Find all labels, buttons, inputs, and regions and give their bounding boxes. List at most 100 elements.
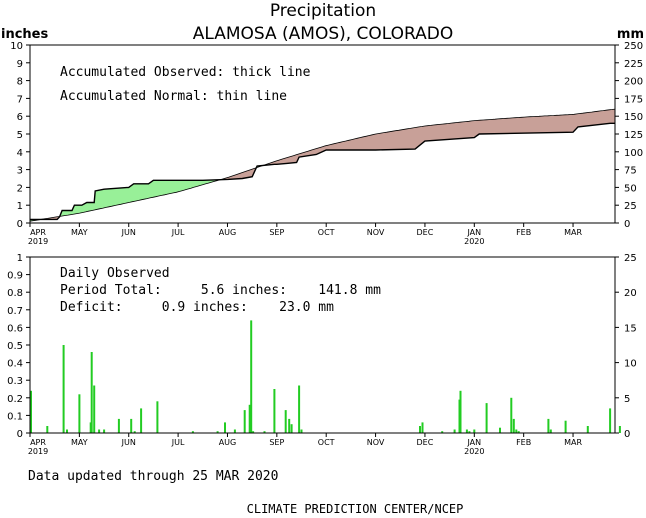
daily-bar xyxy=(300,429,303,433)
y-tick-label-left: 0.8 xyxy=(7,288,23,299)
daily-bar xyxy=(250,320,253,433)
daily-bar xyxy=(290,424,293,433)
x-tick-label: OCT xyxy=(318,228,335,237)
x-tick-label: JAN xyxy=(466,438,481,447)
x-tick-label: MAY xyxy=(71,438,88,447)
y-tick-label-left: 0.9 xyxy=(7,271,23,282)
right-unit-label: mm xyxy=(617,27,644,42)
daily-bar xyxy=(224,422,226,433)
period-total-text: Period Total: 5.6 inches: 141.8 mm xyxy=(60,283,381,298)
accumulated-axes: 0123456789100255075100125150175200225250… xyxy=(10,41,643,246)
daily-bar xyxy=(243,410,246,433)
left-unit-label: inches xyxy=(1,27,48,42)
daily-bar xyxy=(298,385,301,433)
x-tick-label: JUN xyxy=(121,438,136,447)
x-tick-label: NOV xyxy=(367,438,385,447)
y-tick-label-right: 200 xyxy=(624,77,643,88)
y-tick-label-right: 125 xyxy=(624,130,643,141)
daily-bar xyxy=(103,429,106,433)
y-tick-label-right: 50 xyxy=(624,183,637,194)
x-tick-label: AUG xyxy=(219,228,237,237)
daily-bar xyxy=(421,422,424,433)
x-year-label: 2020 xyxy=(464,447,484,456)
x-tick-label: SEP xyxy=(269,438,284,447)
daily-bar xyxy=(156,401,159,433)
y-tick-label-left: 1 xyxy=(17,201,23,212)
daily-bar xyxy=(140,408,143,433)
daily-bar xyxy=(512,418,515,433)
x-tick-label: DEC xyxy=(417,228,434,237)
daily-bar xyxy=(284,410,287,433)
x-tick-label: NOV xyxy=(367,228,385,237)
deficit-area xyxy=(264,109,615,166)
y-tick-label-left: 0.3 xyxy=(7,376,23,387)
surplus-area xyxy=(60,179,222,217)
daily-bar xyxy=(216,431,219,433)
daily-bar xyxy=(233,429,236,433)
credit-text: CLIMATE PREDICTION CENTER/NCEP xyxy=(247,502,464,516)
y-tick-label-right: 0 xyxy=(624,219,630,230)
deficit-area xyxy=(41,214,61,220)
y-tick-label-right: 0 xyxy=(624,429,630,440)
x-tick-label: MAR xyxy=(564,438,582,447)
accumulated-normal-line xyxy=(29,108,616,222)
y-tick-label-left: 0 xyxy=(17,219,23,230)
daily-bar xyxy=(564,420,567,433)
daily-bar xyxy=(499,427,501,433)
y-tick-label-left: 0.1 xyxy=(7,411,23,422)
x-tick-label: DEC xyxy=(417,438,434,447)
daily-bar xyxy=(130,418,133,433)
x-tick-label: APR xyxy=(30,438,46,447)
x-tick-label: JAN xyxy=(466,228,481,237)
x-tick-label: FEB xyxy=(516,228,531,237)
y-tick-label-left: 0.5 xyxy=(7,341,23,352)
y-tick-label-right: 15 xyxy=(624,323,637,334)
daily-bar xyxy=(441,431,444,433)
x-tick-label: MAR xyxy=(564,228,582,237)
y-tick-label-left: 1 xyxy=(17,253,23,264)
daily-bar xyxy=(30,390,32,433)
y-tick-label-right: 25 xyxy=(624,201,637,212)
y-tick-label-left: 10 xyxy=(10,41,23,52)
daily-bar xyxy=(609,408,612,433)
daily-bar xyxy=(510,397,513,433)
daily-bar xyxy=(273,389,276,433)
daily-bar xyxy=(93,385,96,433)
x-tick-label: SEP xyxy=(269,228,284,237)
daily-heading: Daily Observed xyxy=(60,266,170,281)
x-tick-label: APR xyxy=(30,228,46,237)
y-tick-label-left: 0.6 xyxy=(7,323,23,334)
daily-bar xyxy=(465,429,468,433)
daily-bars xyxy=(30,320,621,433)
accumulated-observed-line xyxy=(30,122,615,221)
deficit-text: Deficit: 0.9 inches: 23.0 mm xyxy=(60,300,334,315)
x-year-label: 2019 xyxy=(28,237,48,246)
daily-bar xyxy=(468,431,471,433)
x-tick-label: OCT xyxy=(318,438,335,447)
daily-bar xyxy=(263,431,266,433)
accumulated-panel: 0123456789100255075100125150175200225250… xyxy=(10,41,643,246)
y-tick-label-left: 8 xyxy=(17,77,23,88)
daily-bar xyxy=(473,429,476,433)
daily-bar xyxy=(549,429,552,433)
y-tick-label-left: 6 xyxy=(17,112,23,123)
y-tick-label-left: 4 xyxy=(17,148,23,159)
data-updated-text: Data updated through 25 MAR 2020 xyxy=(28,469,278,484)
x-year-label: 2019 xyxy=(28,447,48,456)
x-tick-label: JUL xyxy=(171,228,185,237)
daily-bar xyxy=(46,426,49,433)
x-tick-label: AUG xyxy=(219,438,237,447)
daily-bar xyxy=(515,429,518,433)
daily-bar xyxy=(459,390,462,433)
chart-subtitle: ALAMOSA (AMOS), COLORADO xyxy=(193,24,454,44)
daily-bar xyxy=(419,426,421,433)
y-tick-label-right: 100 xyxy=(624,148,643,159)
y-tick-label-left: 2 xyxy=(17,183,23,194)
legend-normal-note: Accumulated Normal: thin line xyxy=(60,89,287,104)
y-tick-label-left: 9 xyxy=(17,59,23,70)
accumulated-fill-regions xyxy=(30,109,615,222)
daily-bar xyxy=(248,404,251,433)
daily-bar xyxy=(586,426,589,433)
y-tick-label-left: 0 xyxy=(17,429,23,440)
